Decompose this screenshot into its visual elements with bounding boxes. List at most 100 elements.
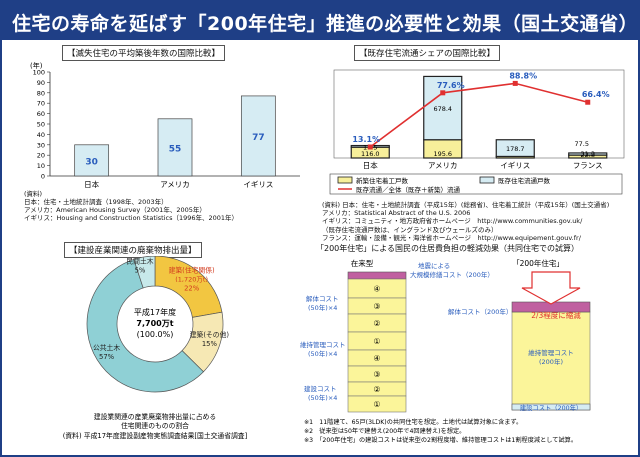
reduction-arrow (521, 271, 581, 305)
left-label: 解体コスト (306, 294, 339, 303)
pie-slice-name: 公共土木 (93, 343, 120, 352)
bar-value-label: 22.8 (581, 151, 595, 159)
bar-existing-circulation (423, 75, 463, 141)
pie-slice-percent: 22% (184, 284, 200, 292)
y-tick-label: 70 (37, 100, 45, 108)
lifespan-chart: (年) 0 10 20 30 40 50 60 70 80 90 100 30 日本 55 アメリカ 77 イギリ… (30, 61, 300, 188)
legend-label: 既存流通／全体（既存＋新築）流通 (356, 185, 461, 194)
pie-caption: 住宅関連のものの割合 (121, 421, 189, 430)
left-cost-band (347, 395, 407, 413)
reduction-label: 2/3程度に縮減 (531, 310, 581, 320)
share-point (512, 80, 518, 86)
pie-caption: 建設業関連の産業廃棄物排出量に占める (94, 412, 216, 421)
circulation-chart: 116.017.5日本195.6678.4アメリカ178.7イギリス31.322… (329, 69, 625, 195)
right-construction-band (511, 403, 591, 411)
bar-value-label: 31.3 (581, 150, 595, 158)
x-tick-label: アメリカ (160, 180, 190, 188)
pie-slice (133, 256, 156, 289)
footnote: ※2 従来型は50年で建替え(200年で4回建替え)を想定。 (304, 427, 465, 435)
band-number: ④ (373, 285, 380, 294)
right-label: 建設コスト（200年） (520, 403, 582, 412)
band-number: ① (373, 337, 380, 346)
plot-frame (333, 69, 625, 159)
x-tick-label: 日本 (363, 160, 378, 170)
bar-value-label: 195.6 (433, 150, 452, 158)
legend-swatch-existing (479, 176, 495, 184)
legend-label: 既存住宅流通戸数 (498, 176, 551, 185)
share-point (367, 144, 373, 150)
right-maintenance-band (511, 311, 591, 411)
pie-slice (86, 258, 204, 393)
y-tick-label: 20 (37, 152, 45, 160)
bar (157, 118, 193, 177)
pie-slice-name: 建築(その他) (190, 330, 230, 339)
y-tick-label: 0 (41, 173, 45, 181)
pie-center-label: (100.0%) (137, 330, 174, 339)
source-line: (資料) (24, 190, 43, 198)
x-tick-label: アメリカ (428, 161, 458, 170)
burden-panel-title: 「200年住宅」による国民の住居費負担の軽減効果（共同住宅での試算） (312, 242, 584, 255)
y-tick-label: 50 (37, 121, 45, 129)
y-tick-label: 40 (37, 131, 45, 139)
source-line: アメリカ：Statistical Abstract of the U.S. 20… (322, 209, 471, 218)
x-tick-label: イギリス (500, 161, 530, 170)
right-label: 解体コスト（200年） (448, 307, 512, 316)
source-line: イギリス：Housing and Construction Statistics… (24, 214, 239, 222)
source-line: (資料) 日本：住宅・土地統計調査（平成15年）(総務省)、住宅着工統計（平成1… (322, 201, 610, 209)
right-column-title: 「200年住宅」 (512, 258, 564, 268)
band-number: ① (373, 400, 380, 409)
waste-panel-title: 【建設産業関連の廃棄物排出量】 (64, 242, 202, 258)
pie-slice-percent: 5% (135, 267, 146, 275)
bar-value-label: 178.7 (506, 145, 525, 153)
share-label: 77.6% (437, 81, 465, 90)
page-title: 住宅の寿命を延ばす「200年住宅」推進の必要性と効果（国土交通省） (12, 13, 639, 35)
bar-value-label: 77.5 (575, 140, 589, 148)
burden-diagram: 在来型 「200年住宅」④③②①④③②①解体コスト(50年)×4維持管理コスト(5… (300, 258, 591, 444)
x-tick-label: イギリス (243, 180, 273, 188)
left-label: (50年)×4 (308, 303, 337, 312)
source-line: （既存住宅流通戸数は、イングランド及びウェールズのみ） (322, 225, 498, 234)
right-label: 維持管理コスト (528, 348, 574, 357)
pie-slice-percent: 57% (99, 353, 115, 361)
share-point (585, 99, 591, 105)
legend-label: 新築住宅着工戸数 (356, 176, 409, 185)
y-tick-label: 30 (37, 141, 45, 149)
band-number: ③ (373, 302, 380, 311)
footnote: ※3 「200年住宅」の建設コストは従来型の2割程度増、維持管理コストは1割程度… (304, 436, 577, 444)
circulation-panel-title: 【既存住宅流通シェアの国際比較】 (354, 45, 501, 61)
bar (74, 144, 110, 177)
left-label: (50年)×4 (308, 393, 337, 402)
band-number: ② (373, 319, 380, 328)
x-tick-label: フランス (573, 161, 603, 170)
bar-value-label: 55 (169, 144, 182, 154)
bar-existing-circulation (568, 152, 608, 156)
band-number: ④ (373, 354, 380, 363)
source-line: フランス：運輸・設備・観光・海洋省ホームページ http://www.equip… (322, 233, 581, 242)
legend-swatch-new (337, 176, 353, 184)
band-number: ② (373, 385, 380, 394)
left-top-label: 大規模修繕コスト（200年） (410, 270, 494, 279)
bar-existing-circulation (495, 139, 535, 158)
left-seismic-band (347, 271, 407, 280)
share-label: 88.8% (509, 71, 537, 80)
y-tick-label: 100 (33, 69, 45, 77)
y-tick-label: 10 (37, 162, 45, 170)
pie-center-label: 7,700万t (136, 319, 173, 328)
source-line: アメリカ：American Housing Survey（2001年、2005年… (24, 206, 206, 214)
pie-slice-percent: 15% (202, 340, 218, 348)
legend-box (329, 173, 623, 195)
y-tick-label: 60 (37, 110, 45, 118)
pie-slice-detail: (1,720万t) (175, 275, 208, 283)
left-top-label: 地震による (418, 261, 450, 270)
bar-value-label: 77 (252, 133, 265, 143)
bar-value-label: 30 (85, 157, 98, 167)
pie-slice-name: 建築(住宅関係) (169, 265, 215, 274)
y-axis-label: (年) (30, 61, 43, 70)
x-tick-label: 日本 (84, 179, 99, 188)
left-column-title: 在来型 (351, 258, 374, 268)
lifespan-panel-title: 【滅失住宅の平均築後年数の国際比較】 (62, 45, 226, 61)
bar-value-label: 116.0 (361, 150, 380, 158)
share-label: 13.1% (352, 135, 380, 144)
